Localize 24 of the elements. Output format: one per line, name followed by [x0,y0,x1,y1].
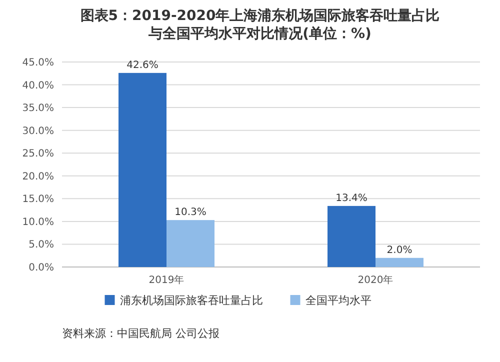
legend-label: 全国平均水平 [305,294,372,307]
bar [328,206,376,267]
y-tick-label: 30.0% [22,126,54,137]
chart-title: 图表5：2019-2020年上海浦东机场国际旅客吞吐量占比与全国平均水平对比情况(单位：%) [80,7,440,42]
y-tick-label: 0.0% [28,262,54,274]
y-tick-label: 45.0% [22,58,54,68]
bar [118,72,166,267]
y-tick-label: 10.0% [22,216,54,228]
data-label: 13.4% [336,192,368,204]
data-label: 2.0% [386,244,412,256]
y-tick-label: 20.0% [22,171,54,182]
legend-label: 浦东机场国际旅客吞吐量占比 [120,294,263,307]
bar [376,258,424,267]
data-label: 42.6% [126,60,158,71]
y-tick-label: 5.0% [28,240,54,251]
y-tick-label: 40.0% [22,80,54,92]
text: 资料来源：中国民航局 公司公报 [62,327,220,340]
data-label: 10.3% [174,207,206,218]
y-tick-label: 15.0% [22,194,54,206]
x-tick-label: 2019年 [148,274,184,286]
x-tick-label: 2020年 [358,274,394,286]
bar [166,220,214,267]
y-tick-label: 35.0% [22,103,54,114]
y-tick-label: 25.0% [22,148,54,160]
